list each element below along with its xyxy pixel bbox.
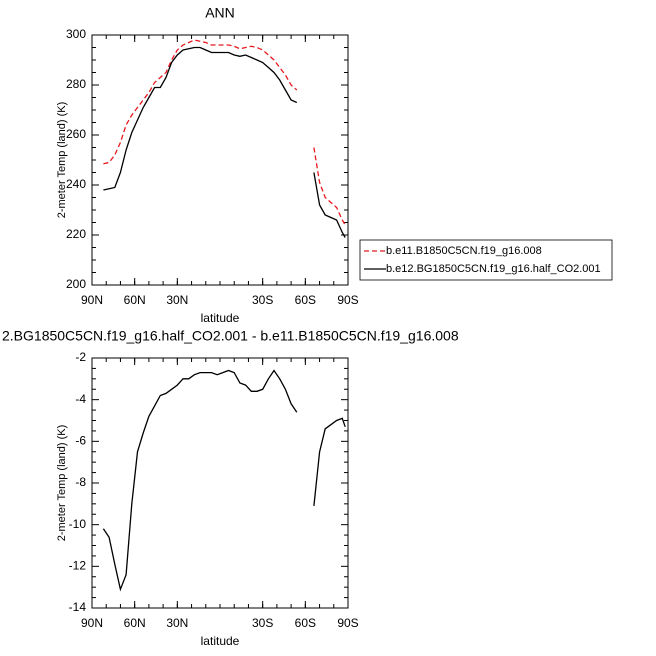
x-tick-label: 60S — [295, 616, 316, 630]
x-axis-title: latitude — [201, 311, 240, 325]
legend-box — [359, 239, 613, 281]
x-tick-label: 30N — [166, 616, 188, 630]
x-tick-label: 60N — [124, 293, 146, 307]
y-tick-label: -12 — [69, 559, 87, 573]
y-tick-label: 280 — [66, 77, 86, 91]
y-tick-label: -8 — [75, 475, 86, 489]
chart-title: 2.BG1850C5CN.f19_g16.half_CO2.001 - b.e1… — [2, 328, 459, 344]
y-axis-title: 2-meter Temp (land) (K) — [56, 102, 68, 219]
y-tick-label: 200 — [66, 277, 86, 291]
data-line — [102, 369, 346, 592]
y-tick-label: -6 — [75, 434, 86, 448]
x-tick-label: 90S — [337, 293, 358, 307]
data-line — [103, 46, 346, 238]
plot-frame — [91, 34, 349, 286]
x-tick-label: 90N — [81, 616, 103, 630]
y-tick-label: 300 — [66, 27, 86, 41]
x-tick-label: 30S — [252, 616, 273, 630]
x-tick-label: 30S — [252, 293, 273, 307]
x-tick-label: 60S — [295, 293, 316, 307]
y-tick-label: -14 — [69, 600, 87, 614]
x-tick-label: 90S — [337, 616, 358, 630]
x-tick-label: 90N — [81, 293, 103, 307]
y-tick-label: -10 — [69, 517, 87, 531]
y-axis-title: 2-meter Temp (land) (K) — [56, 425, 68, 542]
legend-label: b.e11.B1850C5CN.f19_g16.008 — [386, 245, 542, 257]
y-tick-label: 220 — [66, 227, 86, 241]
x-axis-title: latitude — [201, 634, 240, 648]
legend-label: b.e12.BG1850C5CN.f19_g16.half_CO2.001 — [386, 263, 601, 275]
y-tick-label: 240 — [66, 177, 86, 191]
y-tick-label: 260 — [66, 127, 86, 141]
plot-frame — [91, 357, 349, 609]
y-tick-label: -4 — [75, 392, 86, 406]
x-tick-label: 30N — [166, 293, 188, 307]
data-line — [103, 39, 346, 226]
chart-title: ANN — [205, 5, 235, 21]
y-tick-label: -2 — [75, 350, 86, 364]
x-tick-label: 60N — [124, 616, 146, 630]
